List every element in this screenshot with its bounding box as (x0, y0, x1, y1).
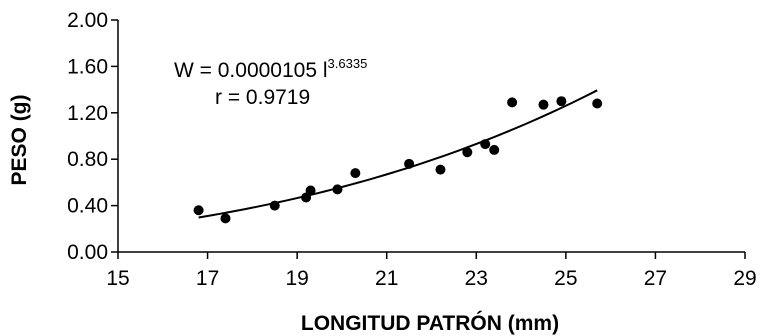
data-point (404, 158, 415, 169)
y-tick-label: 0.40 (67, 195, 108, 218)
data-point (480, 139, 491, 150)
y-axis-title: PESO (g) (8, 94, 31, 185)
data-point (305, 185, 316, 196)
x-tick-label: 25 (554, 267, 577, 290)
data-point (435, 164, 446, 175)
y-tick-label: 2.00 (67, 9, 108, 32)
data-point (489, 144, 500, 155)
equation-main: W = 0.0000105 l (174, 59, 328, 82)
data-point (592, 98, 603, 109)
data-point (269, 200, 280, 211)
y-tick-label: 1.20 (67, 102, 108, 125)
x-tick-label: 19 (285, 267, 308, 290)
data-point (538, 99, 549, 110)
data-point (507, 97, 518, 108)
x-tick-label: 23 (465, 267, 488, 290)
ticks (111, 19, 746, 259)
fit-curve (198, 89, 598, 219)
data-point (350, 168, 361, 179)
data-point (193, 205, 204, 216)
data-points (193, 96, 603, 224)
x-axis-title: LONGITUD PATRÓN (mm) (301, 311, 559, 335)
y-tick-label: 0.80 (67, 148, 108, 171)
equation-label: W = 0.0000105 l3.6335 (174, 56, 367, 82)
equation-exponent: 3.6335 (328, 56, 368, 71)
x-tick-label: 17 (196, 267, 219, 290)
data-point (332, 184, 343, 195)
x-tick-label: 15 (106, 267, 129, 290)
r-label: r = 0.9719 (215, 86, 310, 109)
axes (117, 20, 745, 253)
tick-labels: 0.00 0.40 0.80 1.20 1.60 2.00 15 17 19 21 23 25 27 29 (67, 9, 757, 290)
data-point (220, 213, 231, 224)
x-tick-label: 27 (644, 267, 667, 290)
y-tick-label: 0.00 (67, 241, 108, 264)
data-point (462, 147, 473, 158)
y-tick-label: 1.60 (67, 55, 108, 78)
data-point (556, 96, 567, 107)
x-tick-label: 21 (375, 267, 398, 290)
x-tick-label: 29 (733, 267, 756, 290)
